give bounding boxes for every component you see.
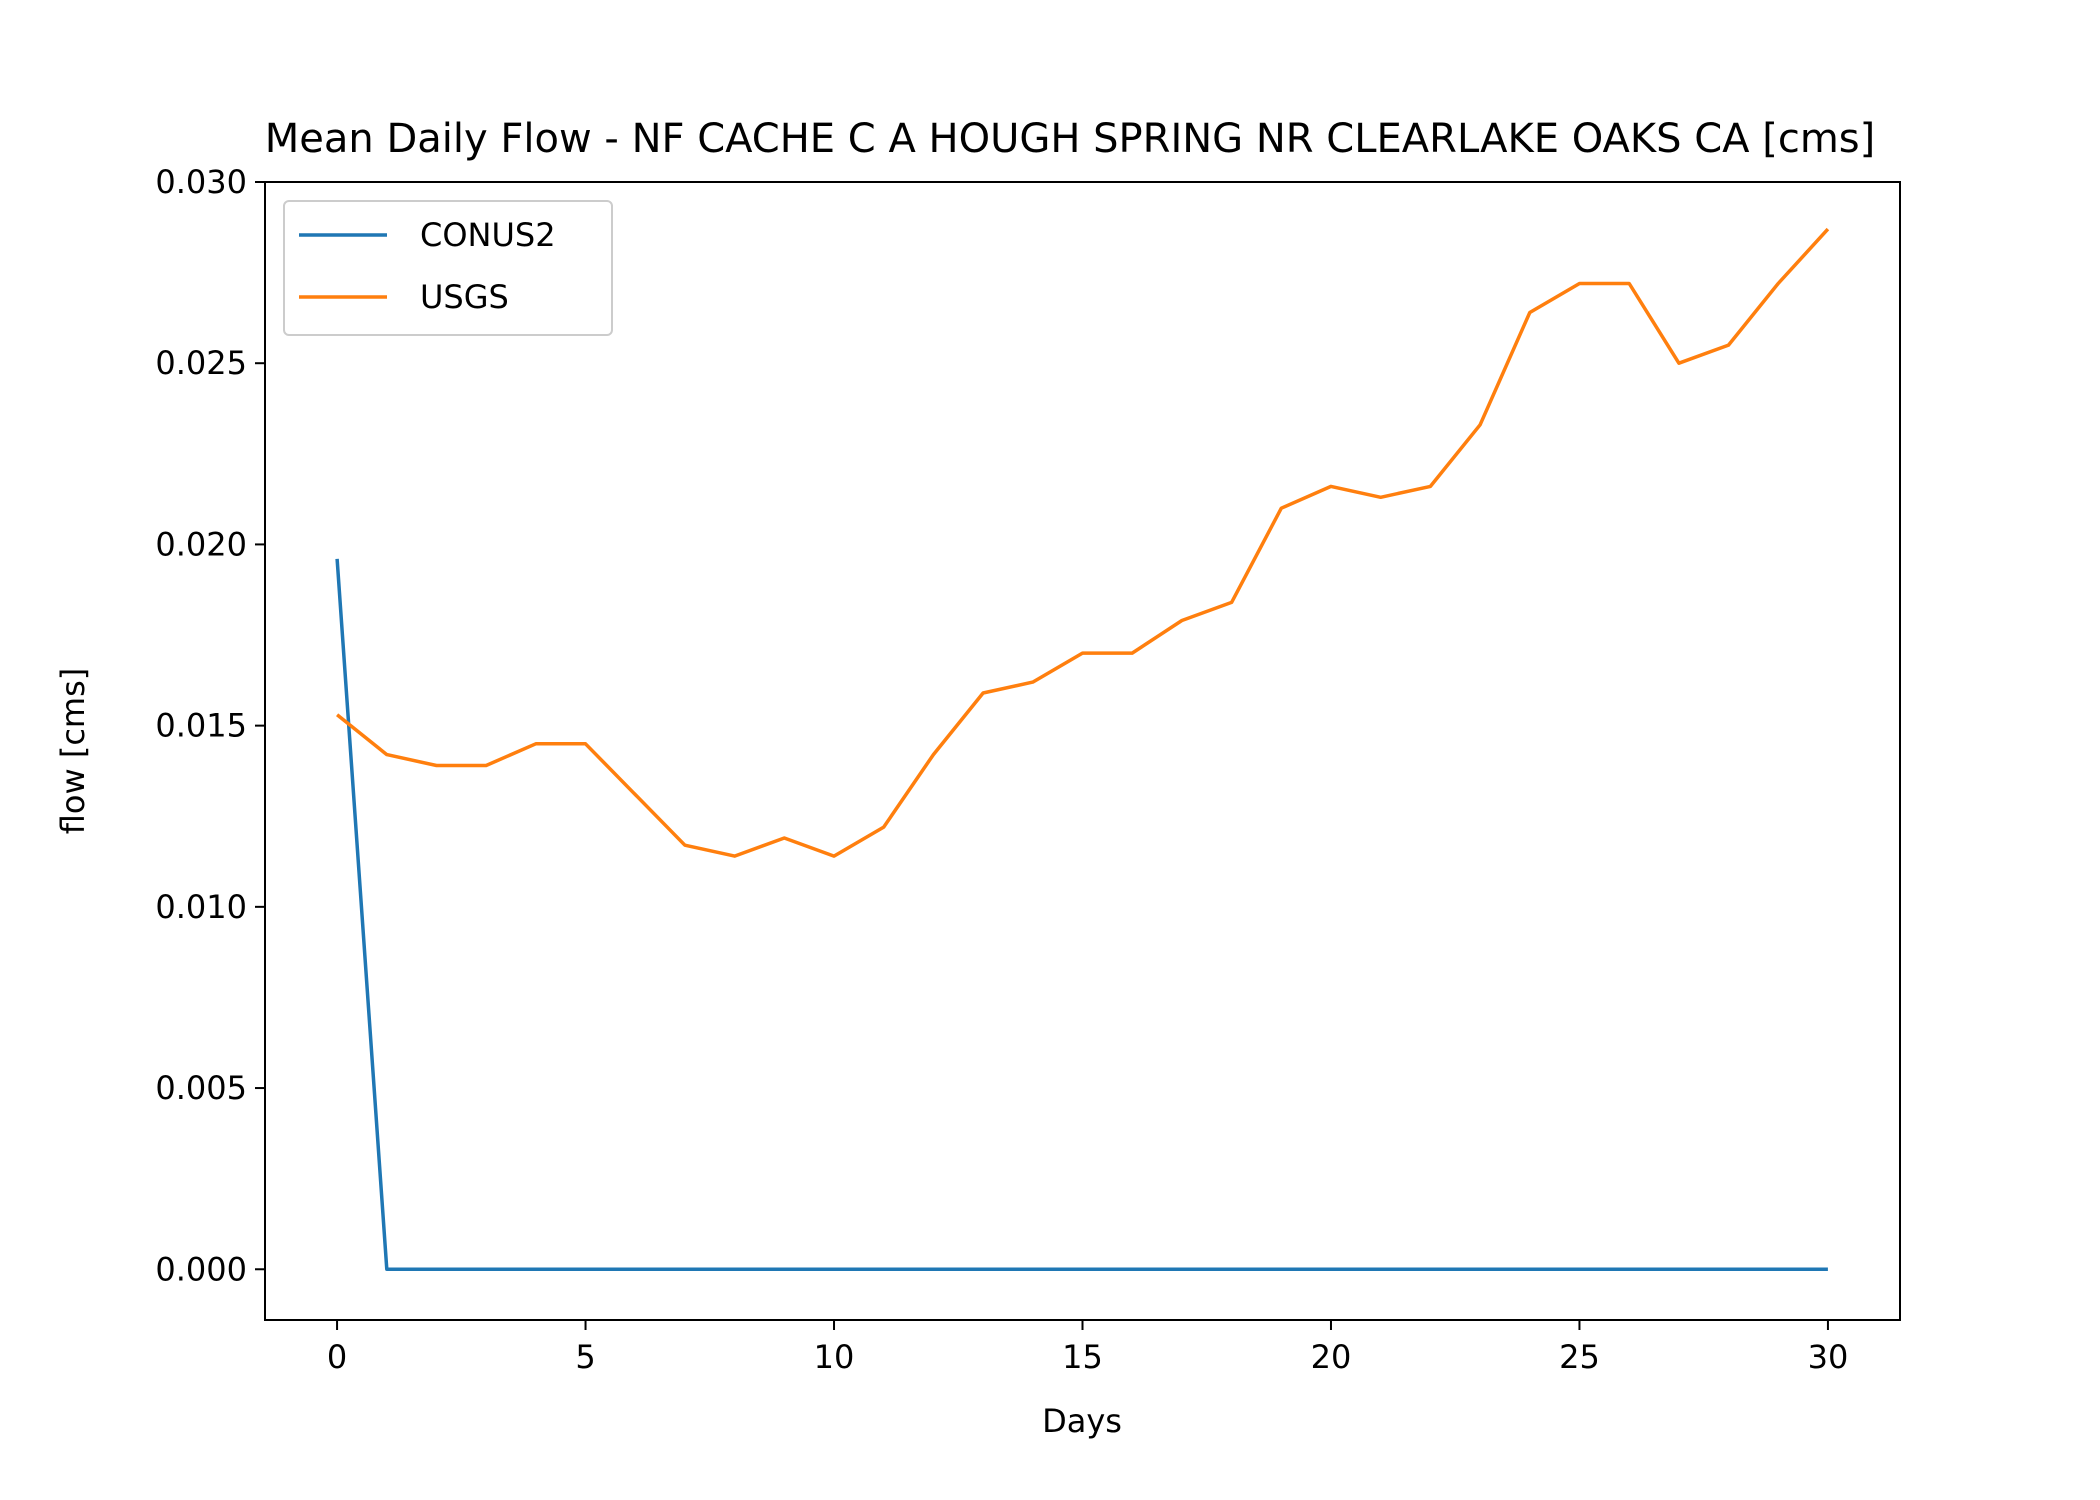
legend: CONUS2 USGS <box>283 200 613 336</box>
legend-entry-conus2: CONUS2 <box>420 216 556 254</box>
series-line-conus2 <box>335 558 1828 1272</box>
y-tick-label: 0.020 <box>155 525 247 563</box>
y-tick-label: 0.010 <box>155 888 247 926</box>
x-tick-label: 0 <box>327 1338 347 1376</box>
x-tick-label: 5 <box>575 1338 595 1376</box>
y-axis-label: flow [cms] <box>54 668 92 834</box>
x-tick-label: 25 <box>1559 1338 1600 1376</box>
y-tick-label: 0.005 <box>155 1069 247 1107</box>
legend-entry-usgs: USGS <box>420 278 509 316</box>
series-line-usgs <box>336 227 1830 858</box>
x-tick-label: 20 <box>1311 1338 1352 1376</box>
y-tick-label: 0.000 <box>155 1250 247 1288</box>
chart-title: Mean Daily Flow - NF CACHE C A HOUGH SPR… <box>265 116 1875 162</box>
series-layer <box>335 227 1830 1272</box>
y-tick-label: 0.015 <box>155 707 247 745</box>
x-axis-label: Days <box>1042 1402 1122 1440</box>
y-tick-label: 0.025 <box>155 344 247 382</box>
y-axis-ticks: 0.000 0.005 0.010 0.015 0.020 0.025 0.030 <box>155 163 265 1288</box>
y-tick-label: 0.030 <box>155 163 247 201</box>
x-tick-label: 30 <box>1808 1338 1849 1376</box>
x-axis-ticks: 0 5 10 15 20 25 30 <box>327 1320 1848 1376</box>
x-tick-label: 10 <box>814 1338 855 1376</box>
x-tick-label: 15 <box>1062 1338 1103 1376</box>
